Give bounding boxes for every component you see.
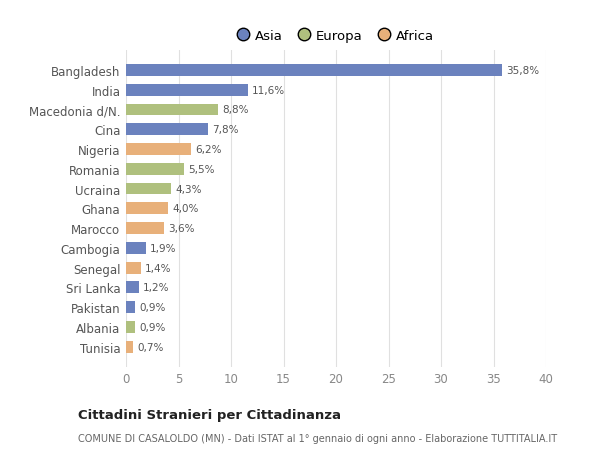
Text: 0,7%: 0,7% bbox=[137, 342, 164, 352]
Text: 1,4%: 1,4% bbox=[145, 263, 172, 273]
Text: 7,8%: 7,8% bbox=[212, 125, 239, 135]
Text: 6,2%: 6,2% bbox=[196, 145, 222, 155]
Text: 1,9%: 1,9% bbox=[150, 243, 176, 253]
Bar bbox=[126, 65, 502, 77]
Bar bbox=[126, 104, 218, 116]
Bar bbox=[126, 203, 168, 215]
Text: COMUNE DI CASALOLDO (MN) - Dati ISTAT al 1° gennaio di ogni anno - Elaborazione : COMUNE DI CASALOLDO (MN) - Dati ISTAT al… bbox=[78, 433, 557, 442]
Bar bbox=[126, 223, 164, 235]
Text: 0,9%: 0,9% bbox=[140, 302, 166, 313]
Bar bbox=[126, 163, 184, 175]
Bar bbox=[126, 242, 146, 254]
Text: 4,0%: 4,0% bbox=[172, 204, 199, 214]
Text: 11,6%: 11,6% bbox=[252, 85, 285, 95]
Legend: Asia, Europa, Africa: Asia, Europa, Africa bbox=[234, 25, 438, 47]
Bar bbox=[126, 321, 136, 333]
Text: 3,6%: 3,6% bbox=[168, 224, 194, 234]
Bar bbox=[126, 341, 133, 353]
Bar bbox=[126, 124, 208, 136]
Text: 1,2%: 1,2% bbox=[143, 283, 169, 293]
Text: 0,9%: 0,9% bbox=[140, 322, 166, 332]
Text: 8,8%: 8,8% bbox=[223, 105, 249, 115]
Bar bbox=[126, 262, 140, 274]
Bar bbox=[126, 144, 191, 156]
Bar bbox=[126, 183, 171, 195]
Text: 4,3%: 4,3% bbox=[175, 184, 202, 194]
Bar bbox=[126, 282, 139, 294]
Bar bbox=[126, 84, 248, 96]
Bar bbox=[126, 302, 136, 313]
Text: Cittadini Stranieri per Cittadinanza: Cittadini Stranieri per Cittadinanza bbox=[78, 408, 341, 421]
Text: 5,5%: 5,5% bbox=[188, 164, 214, 174]
Text: 35,8%: 35,8% bbox=[506, 66, 539, 76]
